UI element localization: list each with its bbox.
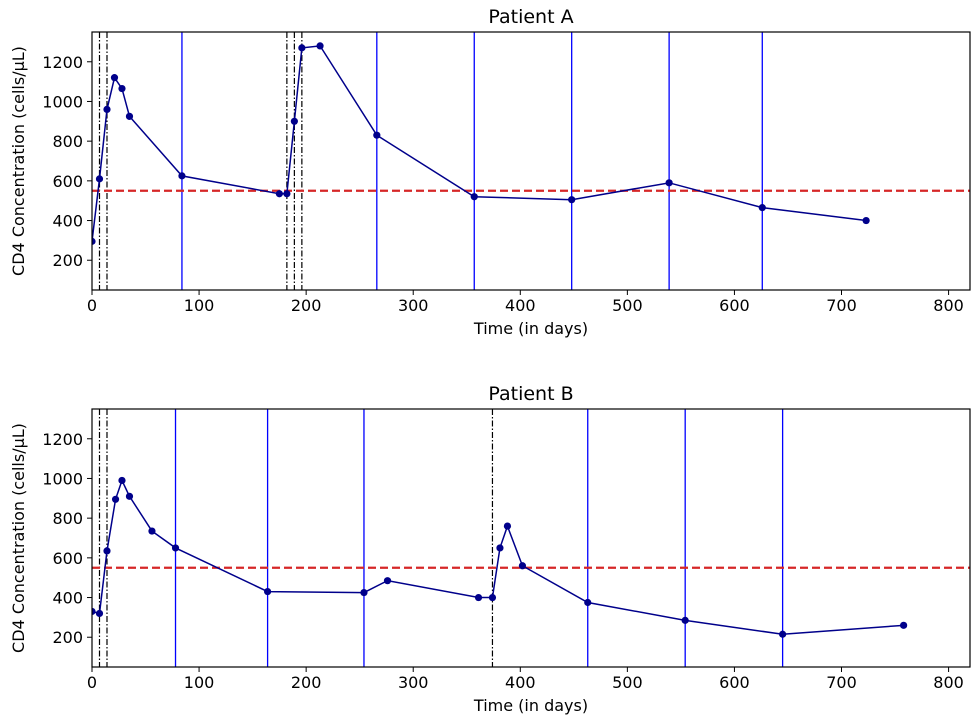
- x-tick-label: 600: [719, 296, 750, 315]
- y-tick-label: 400: [52, 589, 83, 608]
- y-tick-label: 400: [52, 212, 83, 231]
- data-point: [779, 630, 787, 638]
- chart-title: Patient B: [488, 383, 573, 405]
- data-point: [125, 112, 134, 120]
- data-point: [275, 190, 283, 198]
- series-line: [92, 45, 867, 242]
- data-point: [470, 193, 478, 201]
- data-point: [900, 621, 908, 629]
- chart-panel-2: 0 100 200 300 400 500 600 700 800 200 400 600 800 100…: [9, 383, 971, 715]
- data-point: [503, 522, 512, 530]
- data-point: [171, 544, 180, 552]
- x-tick-label: 700: [826, 296, 857, 315]
- data-point: [862, 216, 870, 225]
- x-tick-label: 300: [398, 296, 429, 315]
- y-tick-label: 600: [52, 549, 83, 568]
- y-tick-label: 1000: [42, 92, 83, 111]
- data-point: [95, 175, 104, 183]
- data-point: [584, 598, 592, 607]
- y-tick-label: 800: [52, 132, 83, 151]
- chart-panel-1: 0 100 200 300 400 500 600 700 800 200 400 600 800 100…: [9, 6, 971, 338]
- data-point: [111, 495, 120, 503]
- data-point: [118, 84, 126, 93]
- data-point: [283, 190, 291, 198]
- x-tick-label: 600: [719, 673, 750, 692]
- data-point: [568, 196, 576, 204]
- data-point: [373, 131, 381, 139]
- series-line: [92, 478, 904, 636]
- x-tick-label: 700: [826, 673, 857, 692]
- x-tick-label: 500: [612, 296, 643, 315]
- data-point: [92, 237, 96, 245]
- data-point: [518, 562, 527, 570]
- y-axis-label: CD4 Concentration (cells/μL): [9, 46, 28, 276]
- x-tick-label: 200: [291, 296, 322, 315]
- x-tick-label: 300: [398, 673, 429, 692]
- data-point: [95, 609, 104, 618]
- y-tick-label: 1200: [42, 53, 83, 72]
- plot-area: [92, 409, 970, 667]
- data-point: [488, 593, 497, 602]
- x-tick-label: 100: [184, 673, 215, 692]
- data-point: [496, 544, 504, 552]
- x-tick-label: 0: [87, 296, 97, 315]
- x-tick-label: 0: [87, 673, 97, 692]
- data-point: [148, 527, 156, 535]
- y-axis-label: CD4 Concentration (cells/μL): [9, 423, 28, 653]
- plot-area: [92, 32, 970, 290]
- x-tick-label: 800: [933, 296, 964, 315]
- data-point: [103, 105, 111, 113]
- data-point: [290, 117, 298, 125]
- data-point: [360, 588, 368, 597]
- x-tick-label: 400: [505, 296, 536, 315]
- axes-frame: [91, 31, 971, 291]
- data-point: [383, 577, 392, 585]
- x-tick-label: 200: [291, 673, 322, 692]
- x-tick-label: 500: [612, 673, 643, 692]
- data-point: [125, 492, 134, 500]
- chart-title: Patient A: [488, 6, 573, 28]
- y-tick-label: 800: [52, 509, 83, 528]
- data-point: [110, 74, 119, 82]
- x-axis-label: Time (in days): [473, 319, 588, 338]
- data-point: [665, 179, 673, 187]
- data-point: [118, 476, 126, 485]
- x-tick-label: 800: [933, 673, 964, 692]
- x-axis-label: Time (in days): [473, 696, 588, 715]
- y-tick-label: 1000: [42, 469, 83, 488]
- y-tick-label: 200: [52, 628, 83, 647]
- y-tick-label: 200: [52, 251, 83, 270]
- data-point: [178, 172, 186, 180]
- data-point: [264, 587, 272, 596]
- axes-frame: [91, 408, 971, 668]
- data-point: [474, 593, 483, 602]
- data-point: [92, 607, 96, 616]
- data-point: [316, 42, 324, 50]
- data-point: [758, 204, 766, 212]
- x-tick-label: 400: [505, 673, 536, 692]
- x-tick-label: 100: [184, 296, 215, 315]
- data-point: [681, 616, 689, 624]
- y-tick-label: 1200: [42, 430, 83, 449]
- data-point: [103, 547, 111, 555]
- y-tick-label: 600: [52, 172, 83, 191]
- data-point: [298, 44, 306, 52]
